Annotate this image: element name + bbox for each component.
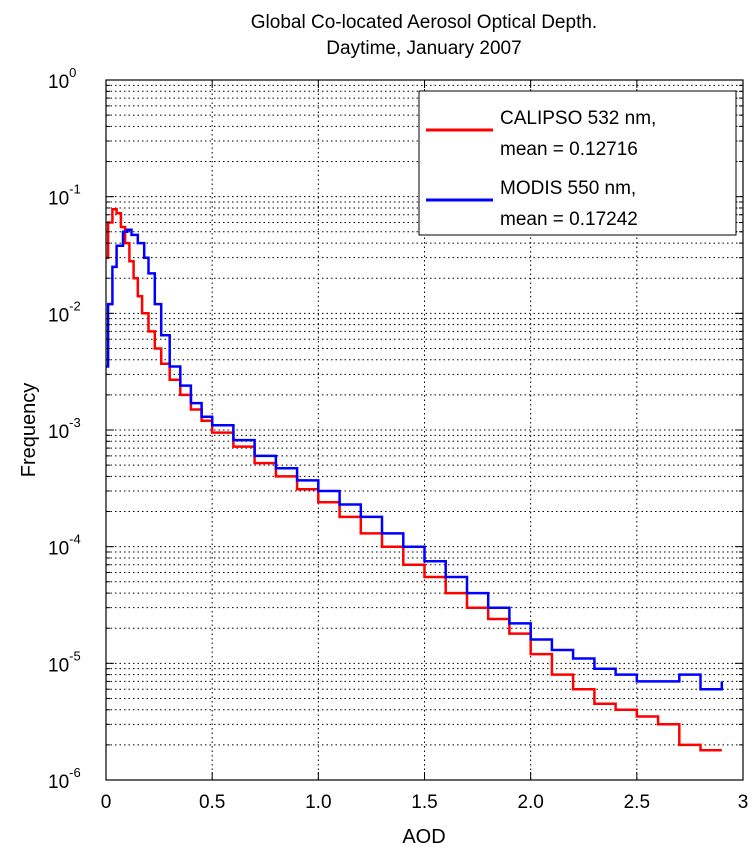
y-tick-label: 10-1 — [48, 182, 81, 210]
y-tick-label: 10-6 — [48, 765, 81, 793]
x-tick-label: 1.0 — [305, 792, 331, 813]
chart-title: Global Co-located Aerosol Optical Depth. — [251, 12, 597, 33]
x-tick-label: 0.5 — [199, 792, 225, 813]
y-tick-label: 10-3 — [48, 415, 81, 443]
ticks-layer — [105, 79, 744, 781]
legend-mean-calipso: mean = 0.12716 — [500, 139, 638, 160]
x-tick-label: 2.0 — [517, 792, 543, 813]
x-tick-label: 0 — [101, 792, 112, 813]
chart-subtitle: Daytime, January 2007 — [326, 38, 521, 59]
x-axis-label: AOD — [402, 826, 445, 848]
y-axis-label: Frequency — [18, 383, 40, 478]
y-tick-label: 100 — [48, 65, 76, 93]
x-tick-labels: 0 0.5 1.0 1.5 2.0 2.5 3 — [101, 792, 749, 813]
y-tick-label: 10-5 — [48, 648, 81, 676]
x-tick-label: 3 — [738, 792, 749, 813]
legend-label-calipso: CALIPSO 532 nm, — [500, 108, 656, 129]
y-tick-label: 10-4 — [48, 532, 81, 560]
legend: CALIPSO 532 nm, mean = 0.12716 MODIS 550… — [418, 90, 737, 236]
series-line-modis — [106, 228, 724, 691]
y-tick-label: 10-2 — [48, 298, 81, 326]
legend-label-modis: MODIS 550 nm, — [500, 178, 636, 199]
y-tick-labels: 10-6 10-5 10-4 10-3 10-2 10-1 100 — [48, 65, 81, 793]
legend-mean-modis: mean = 0.17242 — [500, 209, 638, 230]
series-layer — [106, 208, 724, 752]
x-tick-label: 1.5 — [411, 792, 437, 813]
x-tick-label: 2.5 — [624, 792, 650, 813]
legend-box — [418, 90, 737, 236]
series-line-calipso — [106, 208, 722, 752]
